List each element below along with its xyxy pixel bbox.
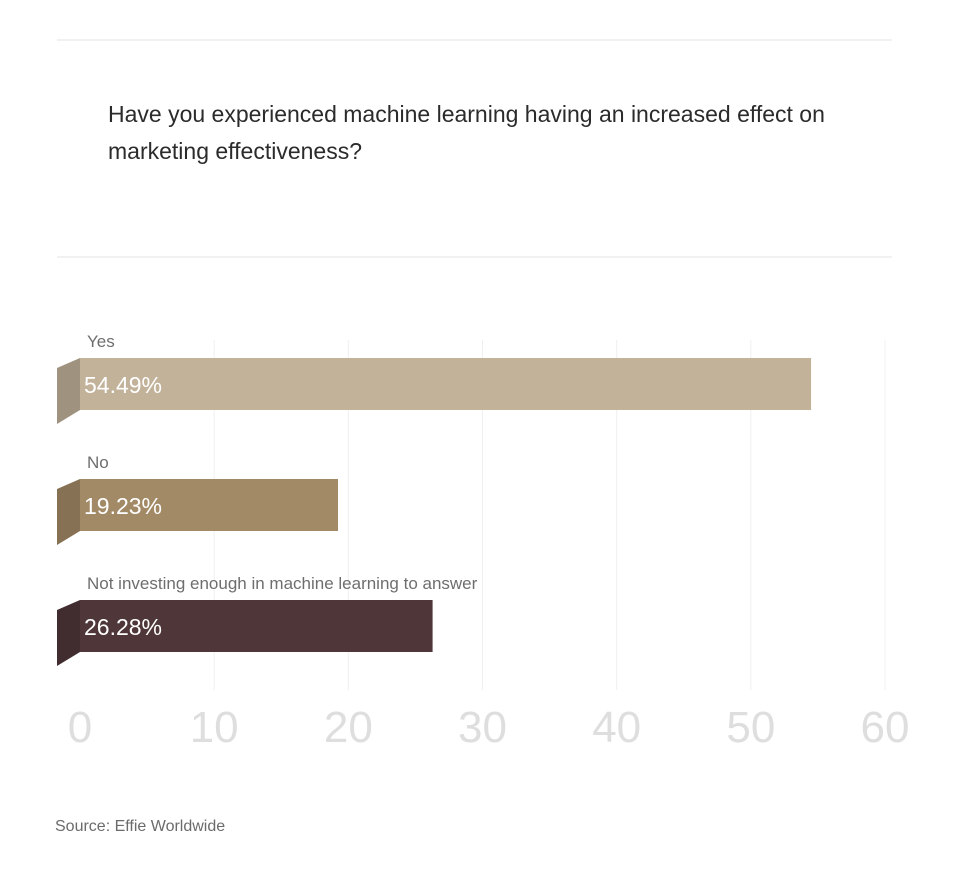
data-label: 26.28% bbox=[84, 614, 162, 640]
chart-title: Have you experienced machine learning ha… bbox=[108, 101, 825, 164]
source-note: Source: Effie Worldwide bbox=[55, 818, 226, 835]
bar-chart: Yes 54.49% No 19.23% Not investing enough in… bbox=[57, 332, 910, 752]
x-tick-label: 20 bbox=[324, 703, 373, 752]
bar bbox=[80, 358, 812, 410]
x-tick-label: 10 bbox=[190, 703, 239, 752]
x-tick-label: 30 bbox=[458, 703, 507, 752]
data-label: 54.49% bbox=[84, 372, 162, 398]
x-tick-label: 50 bbox=[726, 703, 775, 752]
bar bbox=[80, 600, 433, 652]
bar-fold bbox=[57, 358, 80, 424]
x-tick-label: 0 bbox=[68, 703, 92, 752]
bar-fold bbox=[57, 479, 80, 545]
category-label: No bbox=[87, 453, 109, 472]
bar-fold bbox=[57, 600, 80, 666]
x-tick-label: 60 bbox=[861, 703, 910, 752]
x-tick-label: 40 bbox=[592, 703, 641, 752]
header-divider bbox=[57, 256, 892, 258]
category-label: Not investing enough in machine learning… bbox=[87, 574, 478, 593]
bar bbox=[80, 479, 339, 531]
top-divider bbox=[57, 39, 892, 41]
category-label: Yes bbox=[87, 332, 115, 351]
data-label: 19.23% bbox=[84, 493, 162, 519]
